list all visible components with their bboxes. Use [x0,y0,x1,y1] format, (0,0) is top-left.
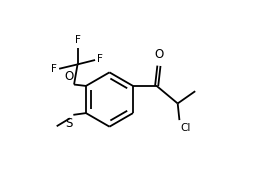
Text: F: F [97,54,103,64]
Text: F: F [75,35,81,45]
Text: O: O [64,70,73,83]
Text: F: F [51,64,57,74]
Text: S: S [65,117,72,130]
Text: O: O [154,48,164,61]
Text: Cl: Cl [180,123,191,133]
